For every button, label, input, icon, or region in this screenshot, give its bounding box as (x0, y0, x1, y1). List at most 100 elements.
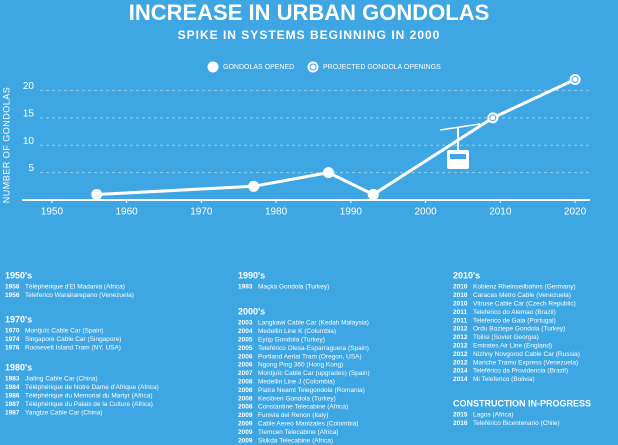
list-heading: 1990's (238, 270, 265, 280)
marker-dot (248, 180, 260, 192)
list-year: 1976 (5, 345, 20, 352)
x-tick-label: 2000 (414, 207, 437, 218)
list-heading: CONSTRUCTION IN-PROGRESS (453, 398, 591, 408)
legend-item: GONDOLAS OPENED (207, 61, 294, 73)
list-year: 2015 (453, 412, 468, 419)
list-name: Téléphérique d'El Madania (Africa) (25, 284, 125, 291)
list-name: Téléphérique du Memorial du Martyr (Afri… (25, 393, 153, 400)
list-name: Nizhny Novgorod Cable Car (Russia) (473, 351, 580, 358)
legend-ring (309, 63, 317, 71)
list-year: 2008 (238, 387, 253, 394)
y-tick-label: 20 (23, 81, 35, 92)
list-name: Skikda Telecabine (Africa) (258, 437, 333, 444)
list-name: Montjuïc Cable Car (upgrades) (Spain) (258, 370, 370, 377)
list-year: 2008 (238, 379, 253, 386)
list-name: Teleférico da Providencia (Brazil) (473, 368, 568, 375)
list-name: Lagos (Africa) (473, 412, 513, 419)
list-year: 2010 (453, 301, 468, 308)
list-year: 1974 (5, 336, 20, 343)
list-name: Vitruse Cable Car (Czech Republic) (473, 301, 576, 308)
list-name: Eyüp Gondola (Turkey) (258, 337, 325, 344)
list-name: Cable Aereo Manizales (Colombia) (258, 421, 358, 428)
list-name: Jialing Cable Car (China) (25, 376, 98, 383)
list-name: Teleférico Bicentenario (Chile) (473, 420, 560, 427)
marker-dot (367, 189, 379, 201)
x-tick-label: 1990 (340, 207, 363, 218)
list-year: 1984 (5, 384, 20, 391)
list-year: 2012 (453, 326, 468, 333)
list-year: 1983 (5, 376, 20, 383)
list-year: 1956 (5, 292, 20, 299)
list-year: 2003 (238, 320, 253, 327)
list-name: Teleferico do Alemao (Brazil) (473, 309, 556, 316)
list-name: Mi Teleferico (Bolivia) (473, 376, 535, 383)
list-name: Teleférico Olesa-Esparraguera (Spain) (258, 345, 369, 352)
y-axis-label: NUMBER OF GONDOLAS (1, 87, 11, 204)
legend-swatch (307, 61, 319, 73)
list-name: Ordu Boztepe Gondola (Turkey) (473, 326, 565, 333)
list-heading: 1980's (5, 362, 32, 372)
list-year: 2009 (238, 437, 253, 444)
list-year: 2006 (238, 362, 253, 369)
chart-subtitle: SPIKE IN SYSTEMS BEGINNING IN 2000 (178, 28, 441, 42)
list-year: 2012 (453, 351, 468, 358)
list-name: Portland Aerial Tram (Oregon, USA) (258, 353, 362, 360)
list-year: 2012 (453, 334, 468, 341)
list-year: 2010 (453, 284, 468, 291)
list-year: 2009 (238, 429, 253, 436)
list-heading: 2000's (238, 306, 265, 316)
list-name: Maçka Gondola (Turkey) (258, 284, 329, 291)
marker (248, 180, 260, 192)
list-name: Koblenz Rheinseilbahns (Germany) (473, 284, 576, 291)
marker-dot (322, 167, 334, 179)
list-year: 2012 (453, 359, 468, 366)
x-tick-label: 1950 (41, 207, 64, 218)
list-year: 1986 (5, 393, 20, 400)
legend-label: PROJECTED GONDOLA OPENINGS (323, 64, 441, 71)
list-year: 2014 (453, 368, 468, 375)
y-tick-label: 15 (23, 108, 35, 119)
legend-item: PROJECTED GONDOLA OPENINGS (307, 61, 441, 73)
list-year: 1987 (5, 401, 20, 408)
list-name: Ngong Ping 360 (Hong Kong) (258, 362, 343, 369)
list-year: 2008 (238, 404, 253, 411)
list-year: 2006 (238, 353, 253, 360)
x-tick-label: 2010 (489, 207, 512, 218)
list-name: Tlemcen Telecabine (Africa) (258, 429, 338, 436)
list-name: Keciören Gondola (Turkey) (258, 395, 336, 402)
list-year: 2014 (453, 376, 468, 383)
list-name: Téléphérique du Palais de la Culture (Af… (25, 401, 153, 408)
legend-label: GONDOLAS OPENED (223, 64, 294, 71)
list-name: Singapore Cable Car (Singapore) (25, 336, 121, 343)
list-name: Montjuïc Cable Car (Spain) (25, 328, 103, 335)
list-name: Téléphérique de Notre Dame d'Afrique (Af… (25, 384, 159, 391)
list-year: 2012 (453, 343, 468, 350)
projected-marker (487, 112, 499, 124)
list-year: 2005 (238, 345, 253, 352)
list-name: Piatra Neamt Telegondola (Romania) (258, 387, 365, 394)
legend-swatch (207, 61, 219, 73)
list-heading: 1970's (5, 314, 32, 324)
list-name: Funivia del Renon (Italy) (258, 412, 328, 419)
list-year: 2016 (453, 420, 468, 427)
x-tick-label: 1980 (265, 207, 288, 218)
list-name: Emirates Air Line (England) (473, 343, 552, 350)
list-name: Tbilisi (Soviet Georgia) (473, 334, 539, 341)
list-year: 2011 (453, 317, 467, 324)
y-tick-label: 10 (23, 136, 35, 147)
list-year: 1956 (5, 284, 20, 291)
marker-dot (487, 112, 499, 124)
list-year: 2011 (453, 309, 467, 316)
list-name: Medellin Line K (Columbia) (258, 328, 336, 335)
list-heading: 1950's (5, 270, 32, 280)
series-line (96, 171, 374, 197)
list-year: 2008 (238, 395, 253, 402)
list-year: 2007 (238, 370, 253, 377)
list-year: 1987 (5, 409, 20, 416)
list-year: 2004 (238, 328, 253, 335)
x-tick-label: 1970 (190, 207, 213, 218)
list-name: Yangtze Cable Car (China) (25, 409, 103, 416)
x-tick-label: 1960 (116, 207, 139, 218)
